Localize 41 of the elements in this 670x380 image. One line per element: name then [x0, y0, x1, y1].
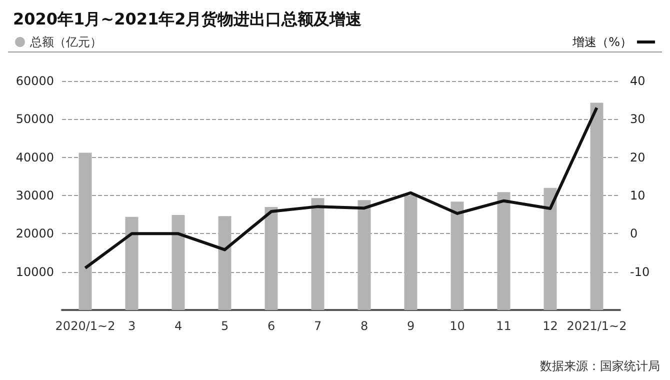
bar	[78, 152, 92, 310]
y2-tick-label: 0	[630, 226, 638, 241]
x-tick-label: 2021/1~2	[566, 319, 627, 333]
source-note: 数据来源：国家统计局	[540, 359, 660, 373]
bar	[358, 200, 371, 310]
bar	[404, 196, 418, 310]
x-tick-label: 7	[314, 319, 322, 333]
y-tick-label: 10000	[16, 264, 54, 279]
bar	[172, 214, 185, 310]
y2-tick-label: 40	[630, 74, 646, 88]
bar	[264, 206, 278, 310]
y2-tick-label: 20	[630, 150, 646, 164]
bar	[218, 216, 232, 310]
chart-title: 2020年1月~2021年2月货物进出口总额及增速	[13, 10, 363, 28]
y2-tick-label: 10	[630, 188, 646, 202]
bar	[497, 192, 510, 310]
x-tick-label: 11	[496, 319, 512, 333]
line-series	[84, 106, 598, 270]
y-tick-label: 60000	[16, 74, 54, 88]
x-tick-label: 2020/1~2	[55, 319, 116, 333]
bar	[125, 216, 138, 310]
y2-tick-label: 30	[630, 112, 646, 126]
bar	[450, 202, 464, 310]
x-tick-label: 8	[360, 319, 368, 333]
text: 增速（%）	[572, 35, 632, 49]
y-tick-label: 20000	[16, 226, 54, 241]
x-tick-label: 6	[267, 319, 276, 333]
y-tick-label: 50000	[16, 112, 54, 126]
bar	[311, 198, 324, 310]
y2-tick-label: -10	[630, 264, 650, 279]
x-tick-label: 9	[406, 319, 415, 333]
legend-label: 总额（亿元）	[29, 35, 102, 49]
y-tick-label: 40000	[16, 150, 54, 164]
x-tick-label: 5	[220, 319, 229, 333]
bar	[590, 102, 604, 310]
x-tick-label: 3	[128, 319, 136, 333]
x-tick-label: 10	[450, 319, 465, 333]
x-tick-label: 4	[174, 319, 182, 333]
bar	[544, 188, 557, 310]
x-tick-label: 12	[542, 319, 558, 333]
y-tick-label: 30000	[16, 188, 54, 202]
